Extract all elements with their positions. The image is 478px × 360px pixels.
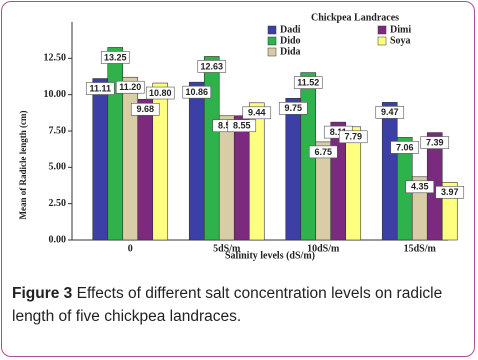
- x-tick-label: 0: [128, 243, 133, 254]
- bar: [152, 82, 169, 241]
- y-tick-label: 10.00: [44, 89, 67, 100]
- value-label: 9.44: [248, 108, 266, 118]
- y-tick-label: 5.00: [49, 162, 67, 173]
- legend-label: Dadi: [280, 24, 301, 35]
- legend-swatch: [377, 25, 387, 35]
- value-label-box: [100, 51, 130, 64]
- value-label: 10.86: [185, 87, 208, 97]
- bar: [92, 78, 109, 241]
- value-label: 3.97: [441, 187, 459, 197]
- x-tick-label: 5dS/m: [213, 243, 241, 254]
- bar: [188, 81, 205, 241]
- x-axis-label: Salinity levels (dS/m): [225, 250, 315, 261]
- caption-text: Effects of different salt concentration …: [12, 285, 443, 325]
- bar: [233, 115, 250, 241]
- bar: [218, 115, 235, 241]
- bar: [122, 76, 139, 241]
- value-label: 7.39: [426, 137, 444, 147]
- y-tick-label: 0.00: [49, 234, 67, 245]
- bar: [107, 47, 124, 241]
- value-label-box: [420, 136, 450, 149]
- value-label: 9.75: [284, 103, 302, 113]
- value-label: 4.35: [411, 182, 429, 192]
- value-label: 9.47: [381, 107, 399, 117]
- value-label-box: [278, 102, 308, 115]
- value-label: 11.20: [119, 82, 141, 92]
- bar: [285, 98, 302, 241]
- legend-label: Dida: [280, 46, 301, 57]
- value-label-box: [145, 86, 175, 100]
- legend-label: Dido: [280, 35, 301, 46]
- legend-label: Dimi: [390, 24, 411, 35]
- value-label-box: [182, 85, 212, 99]
- bar: [381, 102, 398, 241]
- value-label: 8.55: [233, 121, 251, 131]
- value-label: 10.80: [149, 88, 172, 98]
- x-tick-label: 15dS/m: [404, 243, 437, 254]
- legend-swatch: [267, 47, 277, 57]
- value-label: 7.06: [396, 142, 414, 152]
- value-label-box: [130, 103, 160, 116]
- value-label: 7.79: [344, 132, 362, 142]
- y-tick-label: 2.50: [49, 198, 67, 209]
- value-label-box: [338, 130, 368, 144]
- value-label-box: [375, 106, 405, 119]
- value-label-box: [85, 82, 115, 95]
- bar: [137, 99, 154, 241]
- value-label: 11.52: [297, 77, 319, 87]
- value-label-box: [242, 106, 272, 120]
- value-label: 6.75: [314, 147, 332, 157]
- legend-swatch: [267, 25, 277, 35]
- value-label: 11.11: [89, 83, 111, 93]
- bar: [203, 56, 220, 241]
- chart: Chickpea Landraces Salinity levels (dS/m…: [18, 12, 465, 261]
- value-label: 13.25: [104, 52, 127, 62]
- value-label: 8.55: [218, 121, 236, 131]
- value-label-box: [405, 180, 435, 194]
- value-label-box: [115, 80, 145, 94]
- caption-label: Figure 3: [12, 285, 73, 302]
- bar: [345, 126, 362, 241]
- legend-swatch: [377, 36, 387, 46]
- value-label: 8.11: [330, 127, 347, 137]
- value-label-box: [390, 141, 420, 154]
- x-tick-label: 10dS/m: [307, 243, 340, 254]
- value-label: 9.68: [136, 104, 154, 114]
- value-label-box: [308, 145, 338, 159]
- legend-swatch: [267, 36, 277, 46]
- value-label-box: [435, 186, 465, 199]
- y-tick-label: 7.50: [49, 125, 67, 136]
- caption: Figure 3 Effects of different salt conce…: [12, 282, 462, 328]
- value-label-box: [227, 119, 257, 133]
- y-tick-label: 12.50: [44, 53, 67, 64]
- value-label-box: [293, 76, 323, 89]
- legend-title: Chickpea Landraces: [311, 12, 399, 23]
- value-label-box: [197, 60, 227, 73]
- y-axis-label: Mean of Radicle length (cm): [18, 111, 28, 220]
- bar: [248, 102, 265, 241]
- legend-label: Soya: [390, 35, 411, 46]
- value-label: 12.63: [200, 61, 223, 71]
